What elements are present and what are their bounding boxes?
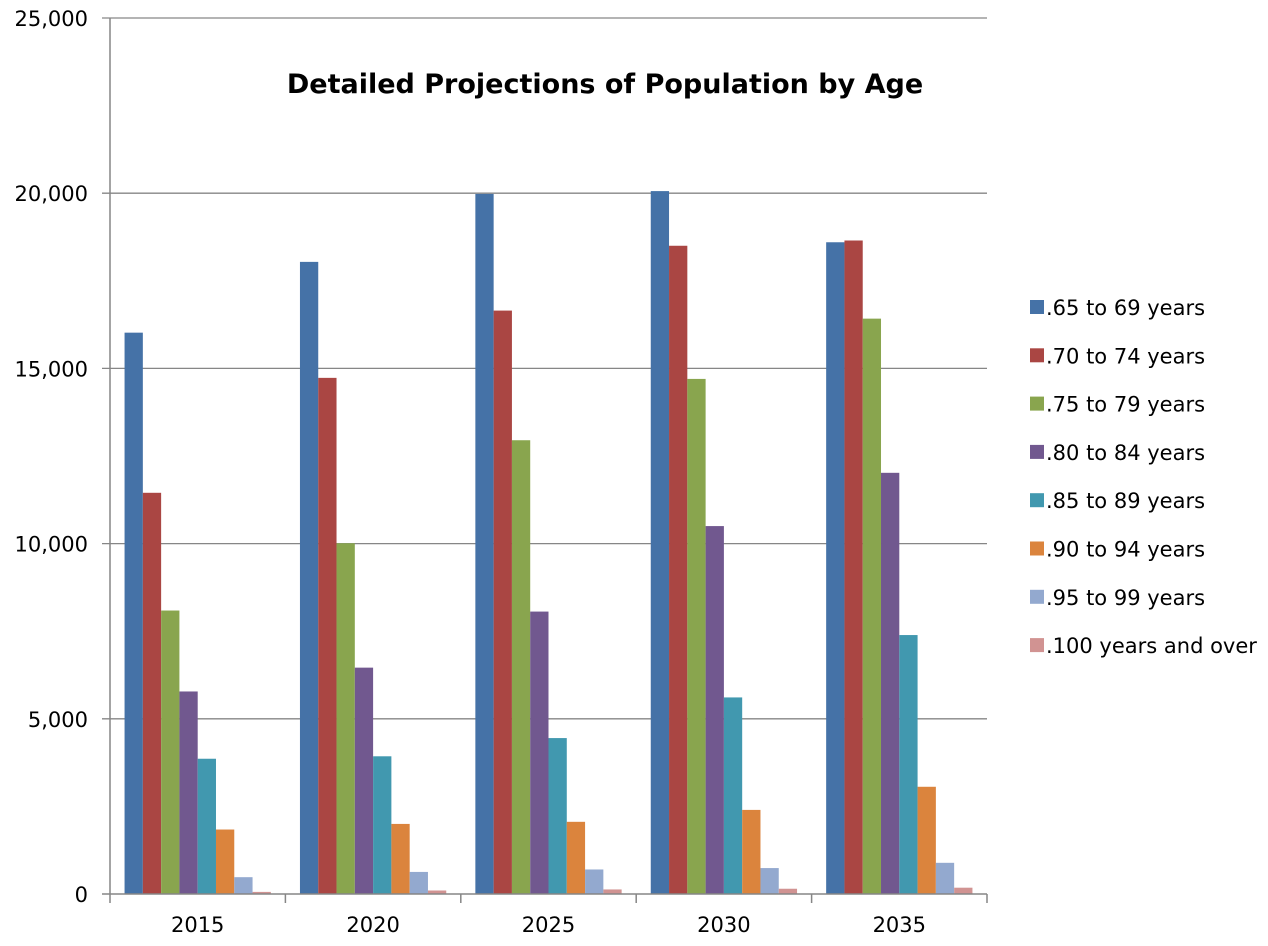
bar [742,809,761,894]
bar [354,667,374,894]
bar [215,829,235,894]
legend-swatch [1030,541,1044,556]
bar [124,332,143,895]
y-tick-label: 20,000 [15,182,88,206]
legend-label: .75 to 79 years [1046,393,1205,417]
y-tick-label: 15,000 [15,357,88,381]
bar [234,877,253,894]
y-tick-label: 0 [75,883,88,907]
legend: .65 to 69 years .70 to 74 years .75 to 79 … [1030,296,1257,658]
bar [373,756,392,894]
bar [723,697,743,894]
legend-swatch [1030,493,1044,508]
x-tick-label: 2030 [697,913,750,937]
bar [881,472,900,894]
bars [124,191,973,895]
bar [548,738,567,894]
x-tick-label: 2025 [522,913,575,937]
legend-label: .100 years and over [1046,634,1257,658]
legend-label: .70 to 74 years [1046,344,1205,368]
bar [409,871,428,894]
bar [669,245,688,894]
bar [391,823,410,894]
bar [252,891,271,894]
y-tick-label: 5,000 [28,708,88,732]
x-tick-label: 2020 [346,913,399,937]
legend-swatch [1030,638,1044,653]
bar [954,887,973,894]
bar [530,611,549,894]
bar [475,193,494,894]
legend-label: .90 to 94 years [1046,538,1205,562]
legend-label: .85 to 89 years [1046,489,1205,513]
legend-swatch [1030,396,1044,411]
bar [493,310,512,895]
bar [161,610,180,894]
bar [336,543,355,894]
bar [899,635,918,894]
x-tick-label: 2035 [873,913,926,937]
bar [778,888,798,894]
bar [585,869,604,894]
bar [862,318,882,894]
legend-swatch [1030,348,1044,363]
y-tick-label: 10,000 [15,533,88,557]
legend-swatch [1030,300,1044,314]
bar [603,889,622,894]
bar [197,758,216,894]
bar [917,786,936,894]
bar [179,691,198,894]
axes: 0 5,000 10,000 15,000 20,000 25,000 2015 2020 20… [15,7,988,937]
bar [935,862,955,894]
bar [650,191,670,894]
y-tick-label: 25,000 [15,7,88,31]
bar [687,378,706,894]
legend-label: .65 to 69 years [1046,296,1205,320]
legend-swatch [1030,444,1044,459]
chart-title: Detailed Projections of Population by Ag… [287,69,923,100]
x-tick-label: 2015 [171,913,224,937]
bar [299,261,319,894]
bar [142,492,162,894]
bar [705,526,724,894]
bar [566,821,586,894]
bar [511,440,531,894]
bar [318,377,337,894]
bar [826,242,845,895]
legend-label: .95 to 99 years [1046,586,1205,610]
legend-label: .80 to 84 years [1046,441,1205,465]
legend-swatch [1030,589,1044,604]
bar [760,868,779,894]
bar [427,890,447,894]
bar [844,240,863,894]
